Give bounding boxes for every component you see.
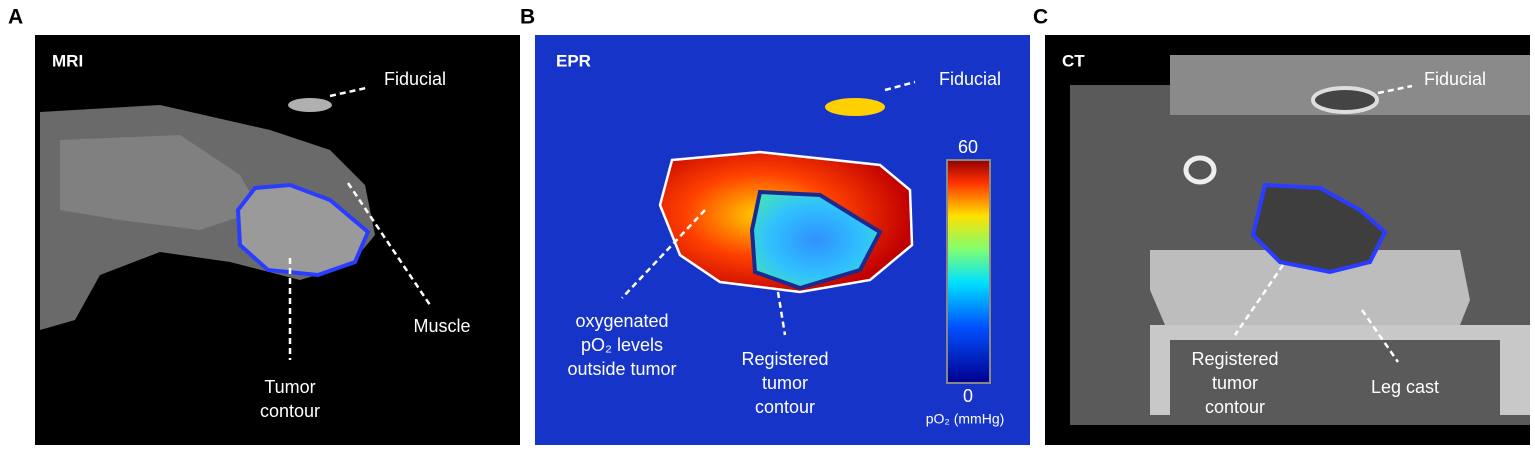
ct-image — [1045, 35, 1530, 445]
annotation: Registered — [1191, 349, 1278, 369]
annotation: Leg cast — [1371, 377, 1439, 397]
annotation: Fiducial — [939, 69, 1001, 89]
epr-image — [535, 35, 1030, 445]
annotation: pO₂ levels — [581, 335, 663, 355]
annotation: tumor — [1212, 373, 1258, 393]
annotation: Muscle — [413, 316, 470, 336]
panel-letter: C — [1033, 6, 1048, 29]
annotation: contour — [1205, 397, 1265, 417]
panel-letter: B — [520, 6, 535, 29]
panel-letter: A — [8, 6, 23, 29]
annotation: outside tumor — [567, 359, 676, 379]
modality-label: CT — [1062, 51, 1085, 70]
colorbar-tick-label: 60 — [958, 137, 978, 157]
annotation: Fiducial — [384, 69, 446, 89]
annotation: Fiducial — [1424, 69, 1486, 89]
annotation: contour — [260, 401, 320, 421]
annotation: contour — [755, 397, 815, 417]
modality-label: EPR — [556, 51, 591, 70]
annotation: Registered — [741, 349, 828, 369]
colorbar-label: pO₂ (mmHg) — [926, 411, 1005, 427]
colorbar-tick-label: 0 — [963, 386, 973, 406]
labels: A MRI Fiducial Muscle Tumor contour B EPR Fiduci… — [8, 6, 1486, 427]
annotation: tumor — [762, 373, 808, 393]
pointers — [288, 80, 1413, 363]
modality-label: MRI — [52, 51, 83, 70]
annotation: Tumor — [264, 377, 315, 397]
annotation: oxygenated — [575, 311, 668, 331]
